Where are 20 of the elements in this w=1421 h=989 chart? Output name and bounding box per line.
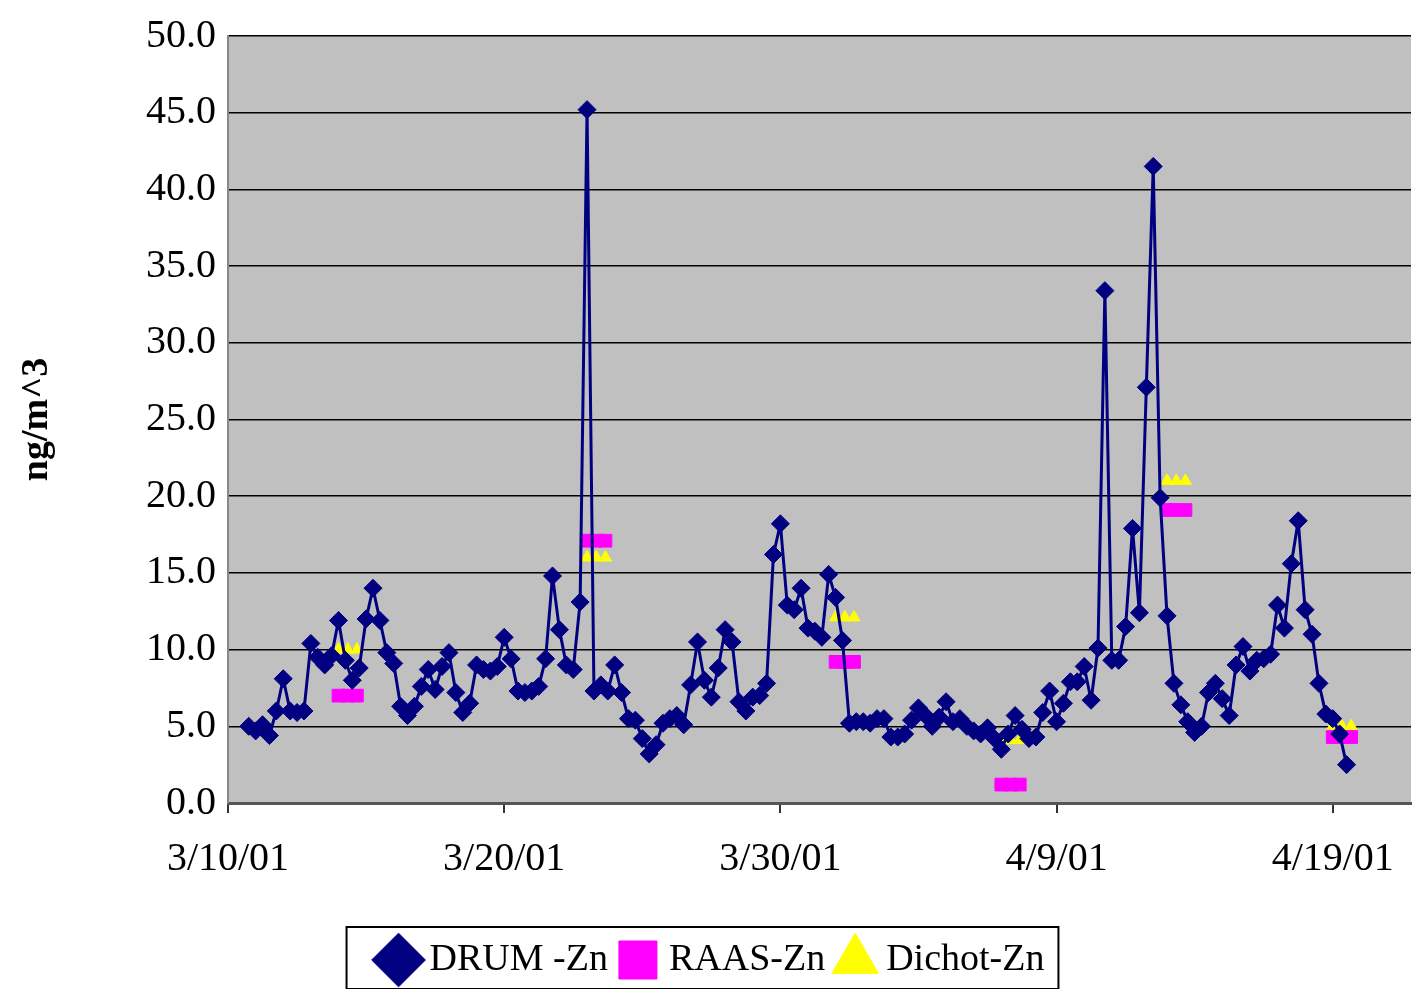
y-tick-label: 0.0 [166,777,216,823]
legend-label: Dichot-Zn [886,935,1045,978]
legend-label: DRUM -Zn [429,935,608,978]
legend-label: RAAS-Zn [668,935,826,978]
y-tick-label: 30.0 [146,317,216,363]
y-tick-label: 15.0 [146,547,216,593]
y-tick-label: 5.0 [166,700,216,746]
x-tick-label: 3/20/01 [443,833,566,879]
y-axis-title: ng/m^3 [12,357,55,482]
x-tick-label: 3/30/01 [719,833,842,879]
y-tick-label: 20.0 [146,470,216,516]
y-tick-label: 50.0 [146,10,216,56]
y-tick-label: 40.0 [146,163,216,209]
x-tick-label: 4/19/01 [1271,833,1394,879]
y-tick-label: 45.0 [146,87,216,133]
x-tick-label: 4/9/01 [1005,833,1108,879]
x-tick-label: 3/10/01 [166,833,290,879]
y-tick-label: 10.0 [146,624,216,670]
y-tick-label: 35.0 [146,240,216,286]
y-tick-label: 25.0 [146,394,216,439]
